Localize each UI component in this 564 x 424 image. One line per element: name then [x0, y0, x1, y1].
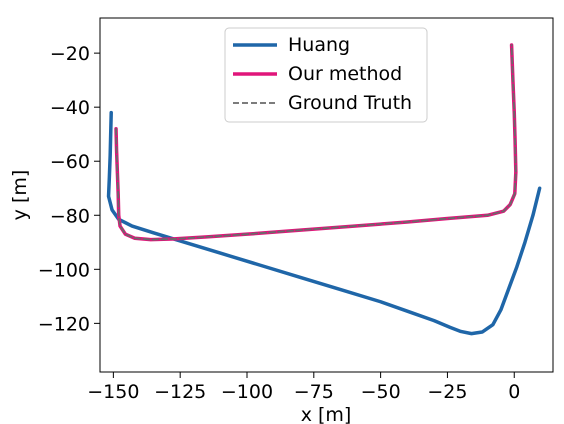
- y-tick-label: −120: [38, 313, 90, 335]
- x-axis-label: x [m]: [301, 404, 352, 424]
- y-tick-label: −80: [50, 205, 90, 227]
- y-axis-label: y [m]: [9, 170, 31, 221]
- x-tick-label: 0: [508, 381, 520, 403]
- x-tick-label: −75: [294, 381, 334, 403]
- legend-box: [224, 27, 428, 123]
- legend-label-our-method: Our method: [288, 63, 402, 85]
- x-tick-label: −150: [87, 381, 139, 403]
- x-tick-label: −25: [427, 381, 467, 403]
- legend-label-huang: Huang: [288, 34, 350, 56]
- legend: Huang Our method Ground Truth: [224, 27, 428, 123]
- y-tick-label: −40: [50, 97, 90, 119]
- x-tick-label: −100: [221, 381, 273, 403]
- x-tick-label: −125: [154, 381, 206, 403]
- y-tick-label: −60: [50, 151, 90, 173]
- series-line-ground-truth: [115, 44, 517, 241]
- y-axis-ticks: −20 −40 −60 −80 −100 −120: [38, 43, 100, 335]
- y-tick-label: −20: [50, 43, 90, 65]
- x-tick-label: −50: [361, 381, 401, 403]
- series-layer: [106, 43, 542, 336]
- series-line-huang: [106, 110, 542, 336]
- y-tick-label: −100: [38, 259, 90, 281]
- legend-label-ground-truth: Ground Truth: [288, 92, 412, 114]
- x-axis-ticks: −150 −125 −100 −75 −50 −25 0: [87, 372, 520, 403]
